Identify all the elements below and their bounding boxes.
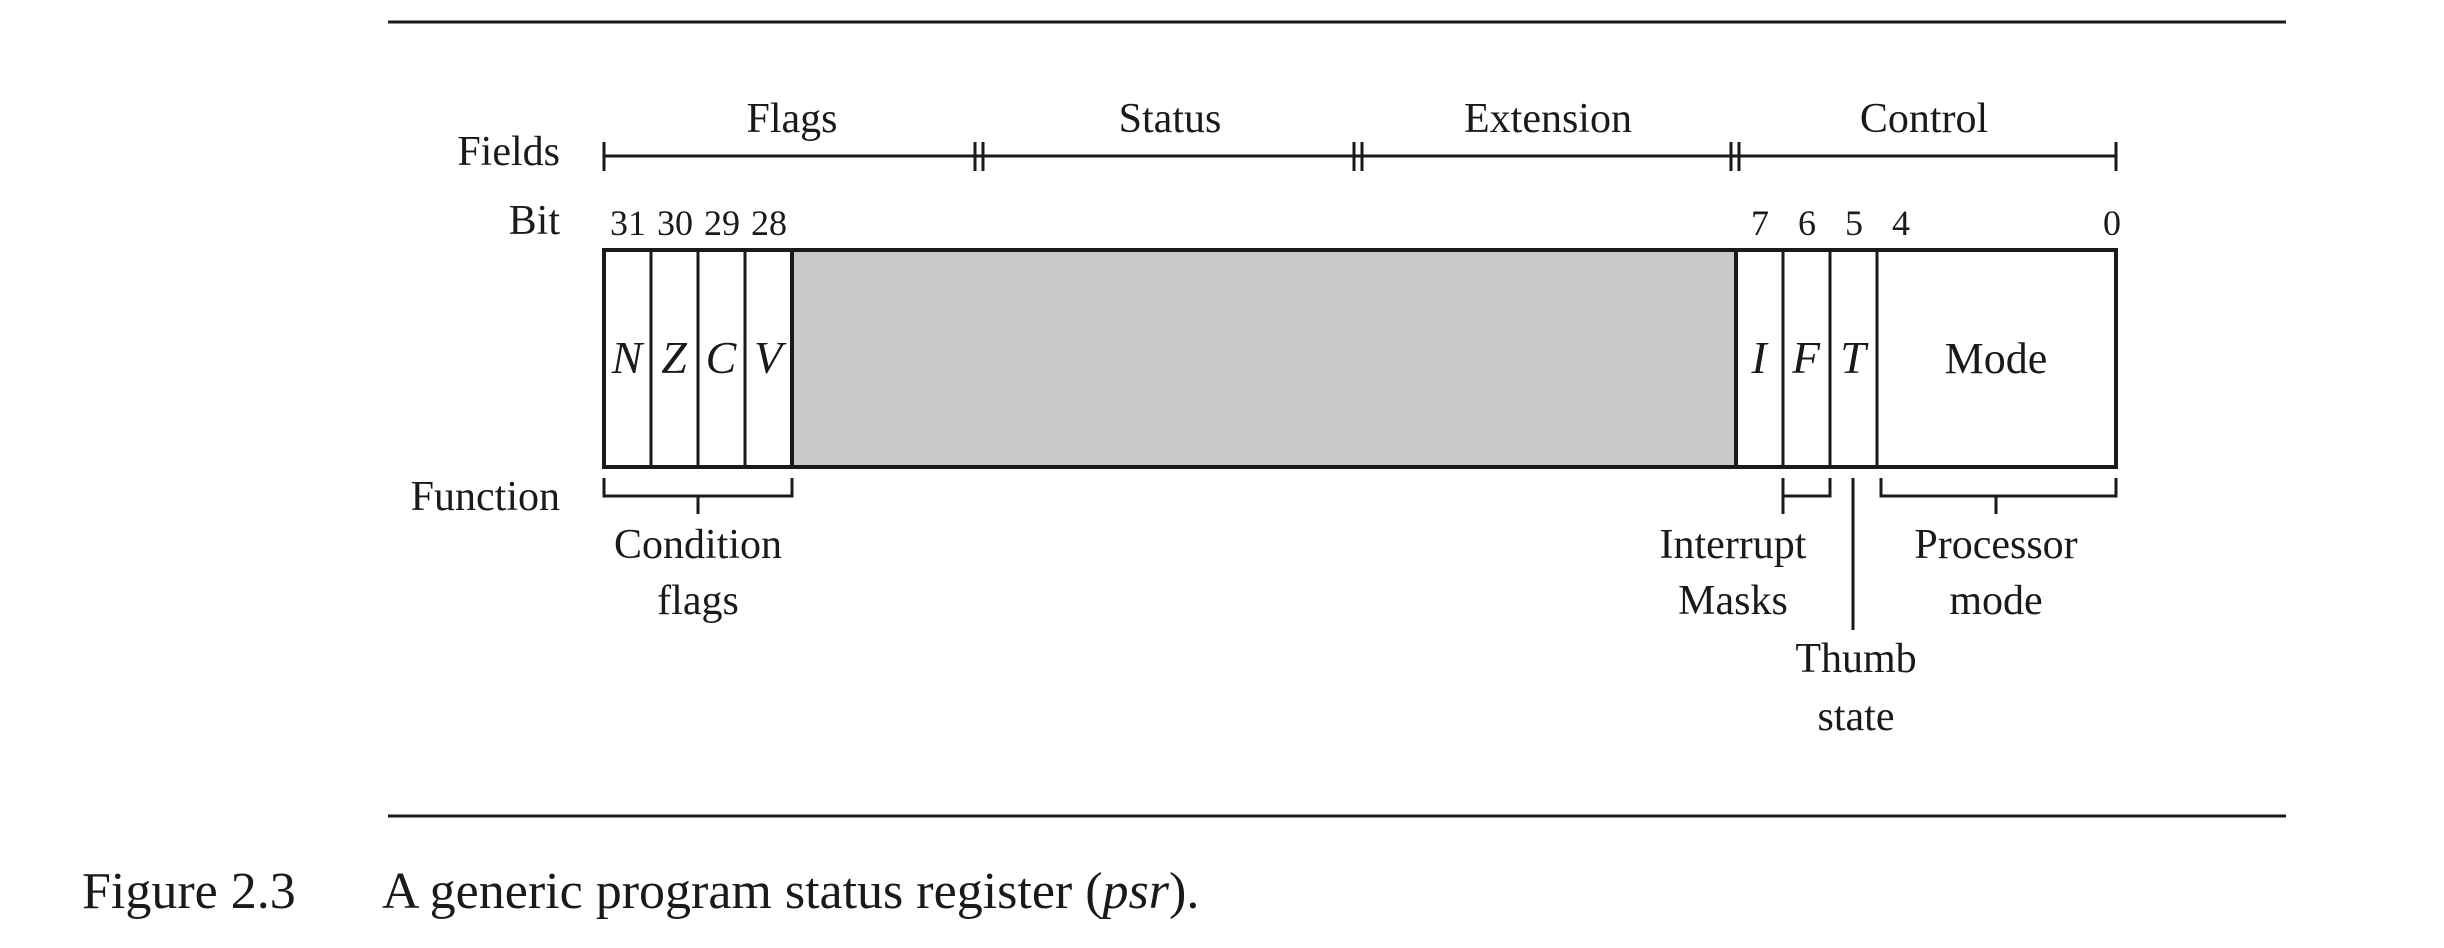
flag-z-cell: Z	[661, 332, 687, 383]
bit-row-label: Bit	[509, 198, 561, 244]
caption-text-after: ).	[1169, 863, 1200, 920]
flag-c-cell: C	[706, 332, 738, 383]
thumb-state-label-line1: Thumb	[1795, 636, 1916, 682]
bit-number-6: 6	[1798, 203, 1816, 243]
thumb-t-cell: T	[1840, 332, 1869, 383]
thumb-state-label-line2: state	[1818, 694, 1895, 740]
register-dividers	[649, 250, 1879, 467]
register-outline	[602, 248, 2118, 469]
interrupt-f-cell: F	[1791, 332, 1821, 383]
figure-caption: Figure 2.3 A generic program status regis…	[82, 862, 1199, 921]
mode-cell: Mode	[1945, 334, 2048, 383]
field-label-flags: Flags	[746, 96, 837, 142]
flag-v-cell: V	[754, 332, 787, 383]
bit-number-30: 30	[657, 203, 693, 243]
figure-number: Figure 2.3	[82, 863, 296, 920]
function-row-label: Function	[411, 474, 560, 520]
field-label-control: Control	[1860, 96, 1988, 142]
processor-mode-label-line2: mode	[1949, 578, 2042, 624]
field-label-extension: Extension	[1464, 96, 1632, 142]
bit-number-7: 7	[1751, 203, 1769, 243]
caption-emphasis: psr	[1102, 863, 1170, 920]
processor-mode-label-line1: Processor	[1914, 522, 2077, 568]
flag-n-cell: N	[611, 332, 645, 383]
field-brackets	[602, 142, 2118, 171]
bit-number-29: 29	[704, 203, 740, 243]
interrupt-masks-label-line1: Interrupt	[1660, 522, 1807, 568]
fields-row-label: Fields	[457, 129, 560, 175]
interrupt-i-cell: I	[1750, 332, 1769, 383]
function-brackets	[602, 478, 2118, 630]
caption-text-before: A generic program status register (	[382, 863, 1103, 920]
bit-number-28: 28	[751, 203, 787, 243]
condition-flags-label-line2: flags	[657, 578, 739, 624]
bit-number-5: 5	[1845, 203, 1863, 243]
condition-flags-label-line1: Condition	[614, 522, 782, 568]
bit-number-31: 31	[610, 203, 646, 243]
field-label-status: Status	[1119, 96, 1222, 142]
interrupt-masks-label-line2: Masks	[1678, 578, 1788, 624]
reserved-bits-area	[792, 250, 1736, 467]
bit-number-0: 0	[2103, 203, 2121, 243]
bit-number-4: 4	[1892, 203, 1910, 243]
